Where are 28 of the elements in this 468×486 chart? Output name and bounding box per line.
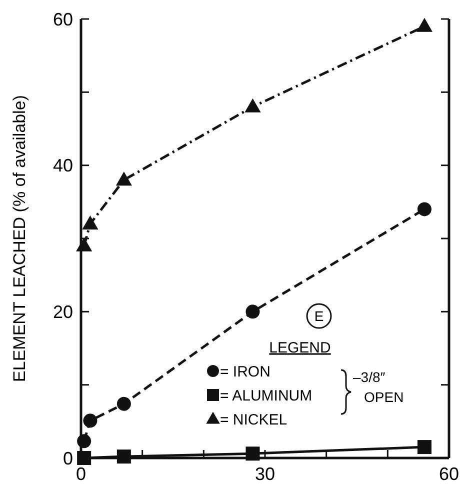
point bbox=[244, 98, 261, 112]
point bbox=[76, 237, 92, 252]
y-tick-label: 20 bbox=[52, 302, 73, 322]
annotation: E bbox=[314, 308, 324, 324]
y-axis-title: ELEMENT LEACHED (% of available) bbox=[10, 95, 29, 382]
point bbox=[116, 172, 132, 186]
point bbox=[82, 215, 98, 230]
point bbox=[77, 451, 92, 465]
legend-label: = ALUMINUM bbox=[220, 387, 312, 404]
point bbox=[83, 414, 98, 428]
point bbox=[116, 396, 131, 411]
point bbox=[416, 18, 433, 32]
legend-label: = IRON bbox=[220, 363, 270, 380]
legend-title: LEGEND bbox=[269, 339, 332, 356]
point bbox=[246, 304, 260, 319]
annotation: –3/8″ OPEN bbox=[353, 369, 404, 405]
y-tick-label: 0 bbox=[62, 448, 73, 468]
x-tick-label: 30 bbox=[254, 464, 276, 484]
point bbox=[417, 440, 432, 454]
y-tick-label: 60 bbox=[52, 9, 73, 30]
point bbox=[417, 202, 432, 216]
x-tick-label: 0 bbox=[76, 464, 86, 484]
legend-label: = NICKEL bbox=[220, 411, 288, 428]
x-tick-label: 60 bbox=[438, 464, 460, 484]
y-tick-label: 40 bbox=[52, 156, 73, 176]
point bbox=[246, 446, 260, 461]
point bbox=[77, 434, 92, 448]
point bbox=[116, 450, 131, 464]
